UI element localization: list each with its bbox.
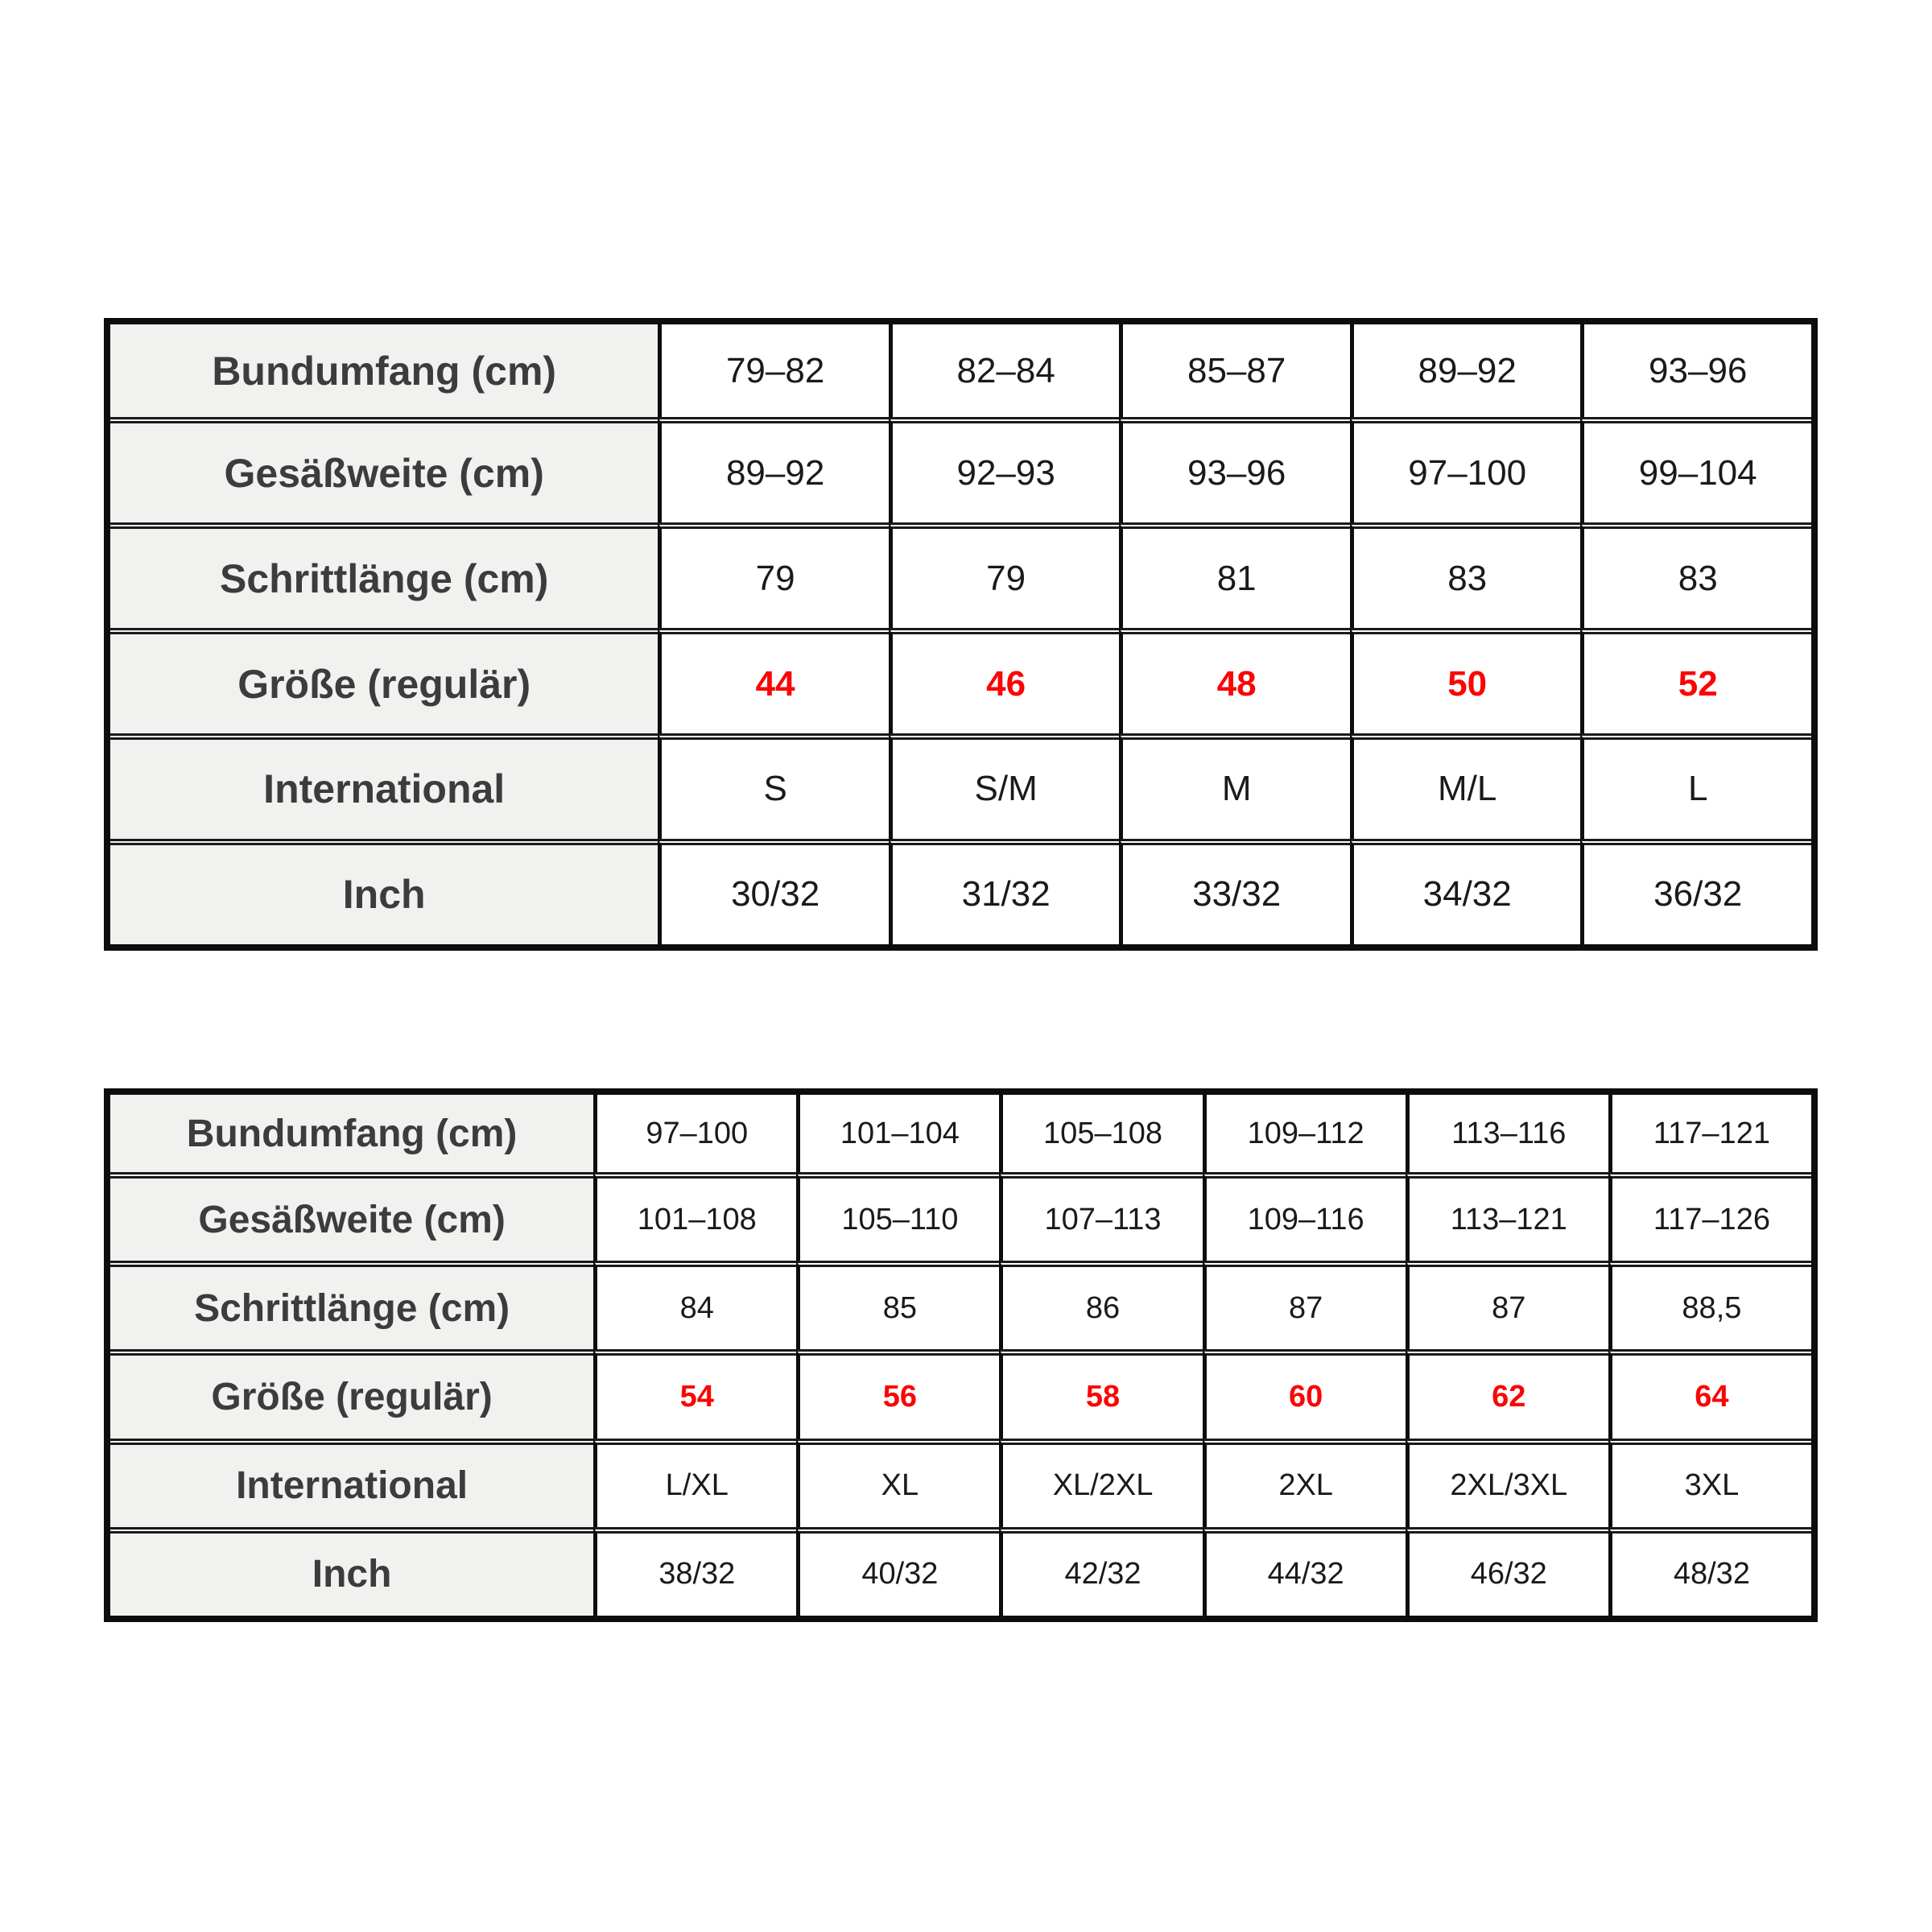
size-value-cell: 107–113 (999, 1172, 1203, 1261)
size-value-cell: 88,5 (1608, 1261, 1811, 1350)
table-row: Inch 30/32 31/32 33/32 34/32 36/32 (110, 838, 1811, 944)
size-value-cell: 79–82 (658, 324, 889, 418)
size-value-cell: S (658, 733, 889, 839)
size-value-cell: 101–108 (593, 1172, 797, 1261)
size-value-cell: XL/2XL (999, 1438, 1203, 1527)
table-row: Gesäßweite (cm) 89–92 92–93 93–96 97–100 99–1… (110, 417, 1811, 523)
row-label: Größe (regulär) (110, 628, 658, 733)
size-value-cell: 105–108 (999, 1095, 1203, 1173)
size-value-cell: 3XL (1608, 1438, 1811, 1527)
size-value-cell: 60 (1202, 1349, 1406, 1439)
table-row: Bundumfang (cm) 79–82 82–84 85–87 89–92 93–96 (110, 324, 1811, 418)
size-value-cell: 97–100 (593, 1095, 797, 1173)
size-value-cell: 2XL/3XL (1405, 1438, 1608, 1527)
row-label: International (110, 1438, 594, 1527)
size-value-cell: 99–104 (1580, 417, 1811, 523)
table-row: Größe (regulär) 44 46 48 50 52 (110, 628, 1811, 733)
size-value-cell: 33/32 (1119, 838, 1350, 944)
table-row: Schrittlänge (cm) 84 85 86 87 87 88,5 (110, 1261, 1811, 1350)
table-row: Bundumfang (cm) 97–100 101–104 105–108 109–1… (110, 1095, 1811, 1173)
table-row: Schrittlänge (cm) 79 79 81 83 83 (110, 522, 1811, 629)
size-value-cell: 50 (1349, 628, 1581, 733)
size-value-cell: 83 (1349, 522, 1581, 629)
size-value-cell: 86 (999, 1261, 1203, 1350)
table-row: Inch 38/32 40/32 42/32 44/32 46/32 48/32 (110, 1526, 1811, 1616)
size-value-cell: 81 (1119, 522, 1350, 629)
size-value-cell: L/XL (593, 1438, 797, 1527)
size-value-cell: 46/32 (1405, 1526, 1608, 1616)
size-value-cell: 109–112 (1202, 1095, 1406, 1173)
row-label: Schrittlänge (cm) (110, 522, 658, 629)
size-value-cell: 93–96 (1580, 324, 1811, 418)
size-value-cell: 40/32 (796, 1526, 1000, 1616)
table-row: Größe (regulär) 54 56 58 60 62 64 (110, 1349, 1811, 1439)
size-value-cell: XL (796, 1438, 1000, 1527)
size-value-cell: L (1580, 733, 1811, 839)
size-value-cell: 31/32 (888, 838, 1120, 944)
size-value-cell: 84 (593, 1261, 797, 1350)
size-value-cell: 83 (1580, 522, 1811, 629)
size-value-cell: 89–92 (658, 417, 889, 523)
row-label: Bundumfang (cm) (110, 1095, 594, 1173)
size-value-cell: 34/32 (1349, 838, 1581, 944)
size-value-cell: 113–121 (1405, 1172, 1608, 1261)
size-value-cell: 79 (658, 522, 889, 629)
size-value-cell: 48 (1119, 628, 1350, 733)
size-table-regular-54-64: Bundumfang (cm) 97–100 101–104 105–108 109–1… (104, 1088, 1818, 1622)
row-label: Größe (regulär) (110, 1349, 594, 1439)
size-value-cell: 87 (1405, 1261, 1608, 1350)
size-value-cell: 89–92 (1349, 324, 1581, 418)
size-value-cell: 85–87 (1119, 324, 1350, 418)
row-label: Gesäßweite (cm) (110, 417, 658, 523)
size-value-cell: 44/32 (1202, 1526, 1406, 1616)
row-label: Schrittlänge (cm) (110, 1261, 594, 1350)
size-value-cell: 97–100 (1349, 417, 1581, 523)
size-value-cell: 48/32 (1608, 1526, 1811, 1616)
size-value-cell: 113–116 (1405, 1095, 1608, 1173)
size-value-cell: 85 (796, 1261, 1000, 1350)
size-value-cell: 79 (888, 522, 1120, 629)
size-value-cell: M (1119, 733, 1350, 839)
size-table-regular-44-52: Bundumfang (cm) 79–82 82–84 85–87 89–92 93–96… (104, 318, 1818, 951)
size-value-cell: 93–96 (1119, 417, 1350, 523)
size-value-cell: 82–84 (888, 324, 1120, 418)
size-value-cell: 117–121 (1608, 1095, 1811, 1173)
table-row: International S S/M M M/L L (110, 733, 1811, 839)
size-value-cell: 54 (593, 1349, 797, 1439)
size-value-cell: 36/32 (1580, 838, 1811, 944)
size-value-cell: 2XL (1202, 1438, 1406, 1527)
size-value-cell: 56 (796, 1349, 1000, 1439)
table-row: International L/XL XL XL/2XL 2XL 2XL/3XL 3XL (110, 1438, 1811, 1527)
size-value-cell: S/M (888, 733, 1120, 839)
row-label: Inch (110, 1526, 594, 1616)
row-label: International (110, 733, 658, 839)
table-row: Gesäßweite (cm) 101–108 105–110 107–113 109–… (110, 1172, 1811, 1261)
size-value-cell: 52 (1580, 628, 1811, 733)
size-value-cell: M/L (1349, 733, 1581, 839)
size-value-cell: 117–126 (1608, 1172, 1811, 1261)
size-value-cell: 44 (658, 628, 889, 733)
size-value-cell: 46 (888, 628, 1120, 733)
size-value-cell: 58 (999, 1349, 1203, 1439)
size-value-cell: 105–110 (796, 1172, 1000, 1261)
size-value-cell: 101–104 (796, 1095, 1000, 1173)
size-value-cell: 42/32 (999, 1526, 1203, 1616)
size-value-cell: 62 (1405, 1349, 1608, 1439)
size-value-cell: 38/32 (593, 1526, 797, 1616)
size-value-cell: 64 (1608, 1349, 1811, 1439)
row-label: Gesäßweite (cm) (110, 1172, 594, 1261)
row-label: Inch (110, 838, 658, 944)
size-value-cell: 109–116 (1202, 1172, 1406, 1261)
row-label: Bundumfang (cm) (110, 324, 658, 418)
size-value-cell: 92–93 (888, 417, 1120, 523)
size-value-cell: 30/32 (658, 838, 889, 944)
size-value-cell: 87 (1202, 1261, 1406, 1350)
